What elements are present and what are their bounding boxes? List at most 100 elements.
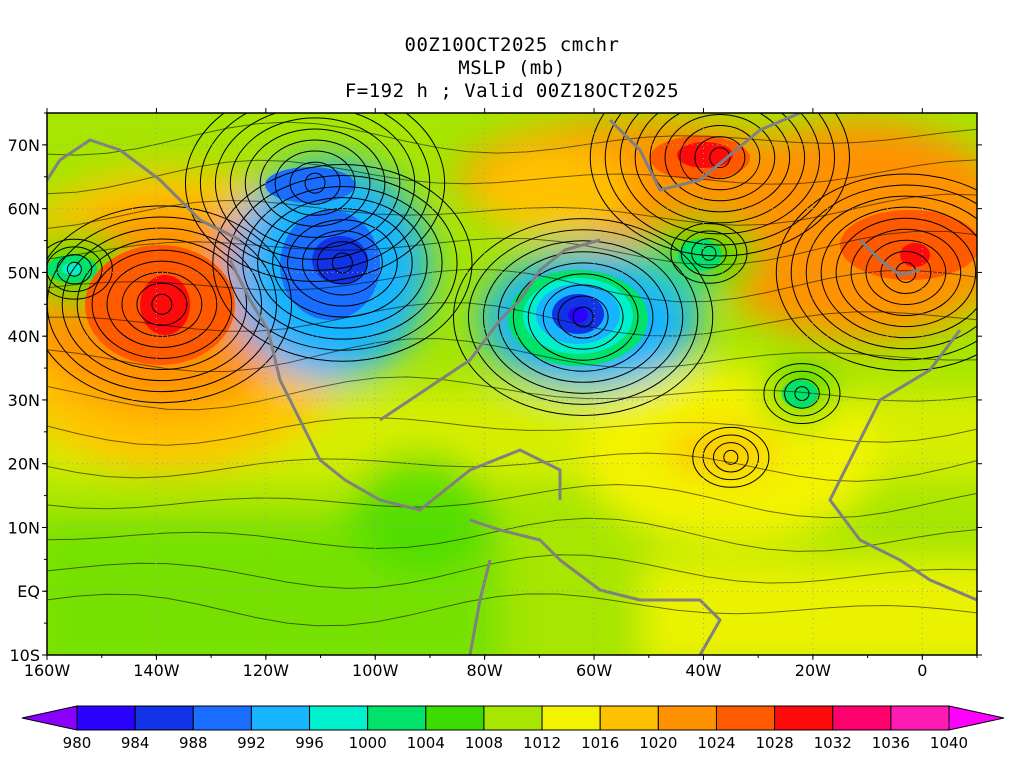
pressure-field (47, 113, 977, 655)
isobar (820, 206, 977, 339)
isobar (242, 186, 443, 340)
colorbar-min-arrow (21, 705, 78, 731)
isobar (121, 271, 203, 337)
colorbar-label: 980 (63, 734, 92, 752)
colorbar-swatch (599, 705, 659, 731)
colorbar-swatch (309, 705, 369, 731)
colorbar-swatch (715, 705, 776, 731)
isobar (47, 159, 977, 195)
colorbar-swatch (367, 705, 427, 731)
lat-label: 40N (8, 327, 40, 346)
colorbar-swatch (657, 705, 717, 731)
isobar (289, 161, 341, 205)
colorbar-label: 988 (179, 734, 208, 752)
isobar (244, 128, 386, 238)
colorbar-max-arrow (948, 705, 1005, 731)
lat-label: 10S (9, 646, 40, 665)
colorbar-swatch (134, 705, 194, 731)
colorbar-label: 996 (295, 734, 324, 752)
isobar (302, 230, 383, 296)
isobar (47, 230, 977, 266)
isobar (76, 238, 248, 371)
map-axes: 160W 140W 120W 100W 80W 60W 40W 20W 0 70N 60N 50N 40… (8, 108, 982, 680)
isobar (634, 113, 806, 224)
isobar (709, 147, 731, 169)
colorbar-swatch (250, 705, 311, 731)
isobar (47, 483, 977, 519)
lon-label: 160W (24, 661, 71, 680)
map-frame (46, 112, 978, 656)
isobar (497, 251, 669, 383)
colorbar-label: 1040 (930, 734, 968, 752)
colorbar-swatch (541, 705, 601, 731)
colorbar-swatch (832, 705, 892, 731)
colorbar-swatch (76, 705, 136, 731)
isobar (47, 417, 977, 446)
isobar (47, 302, 977, 337)
isobar (316, 241, 368, 285)
isobar (47, 517, 977, 552)
isobar (775, 173, 977, 372)
isobar (805, 195, 977, 350)
lat-label: 50N (8, 263, 40, 282)
isobar (763, 363, 841, 425)
lon-label: 140W (133, 661, 180, 680)
colorbar-swatch (425, 705, 485, 731)
lon-label: 0 (917, 661, 927, 680)
isobar (47, 554, 977, 589)
lat-lon-grid (47, 113, 977, 655)
isobar (259, 139, 371, 227)
map-title-field: MSLP (mb) (458, 57, 566, 79)
colorbar-label: 1000 (349, 734, 387, 752)
lon-label: 20W (795, 661, 831, 680)
isobar (274, 150, 356, 216)
isobar (287, 219, 398, 307)
isobar (467, 229, 699, 405)
isobar (229, 117, 401, 249)
isobar (790, 184, 977, 361)
isobar (212, 163, 473, 362)
isobar (257, 197, 428, 329)
lon-label: 100W (352, 661, 399, 680)
isobar (47, 238, 113, 300)
isobar (482, 240, 684, 394)
map-title-run: 00Z10OCT2025 cmchr (404, 34, 620, 56)
lat-label: 10N (8, 518, 40, 537)
colorbar-label: 1012 (523, 734, 561, 752)
lat-label: 60N (8, 200, 40, 219)
colorbar-label: 1004 (407, 734, 445, 752)
isobar (664, 113, 776, 202)
isobar (151, 293, 173, 315)
coastlines (47, 113, 977, 655)
colorbar-swatch (483, 705, 543, 731)
isobar (61, 227, 263, 382)
isobar (712, 442, 749, 473)
isobar (66, 261, 82, 277)
isobar (199, 113, 431, 271)
isobar (572, 306, 594, 328)
lon-label: 40W (685, 661, 721, 680)
colorbar-label: 1020 (639, 734, 677, 752)
colorbar-label: 1024 (697, 734, 735, 752)
map-title-valid: F=192 h ; Valid 00Z18OCT2025 (344, 80, 680, 102)
isobar (649, 113, 791, 213)
isobar (680, 230, 738, 277)
isobar (47, 193, 977, 230)
colorbar-label: 1008 (465, 734, 503, 752)
isobar (723, 449, 739, 465)
colorbar-label: 992 (237, 734, 266, 752)
lon-label: 80W (467, 661, 503, 680)
isobar (47, 246, 103, 293)
colorbar-label: 1028 (756, 734, 794, 752)
isobar (47, 452, 977, 482)
isobar (453, 218, 714, 416)
isobar (527, 273, 639, 361)
colorbar-label: 1036 (872, 734, 910, 752)
isobar (47, 268, 977, 303)
isobar (880, 250, 932, 294)
colorbar-swatch (890, 705, 950, 731)
isobar (589, 113, 850, 257)
lon-label: 60W (576, 661, 612, 680)
isobar (604, 113, 835, 246)
